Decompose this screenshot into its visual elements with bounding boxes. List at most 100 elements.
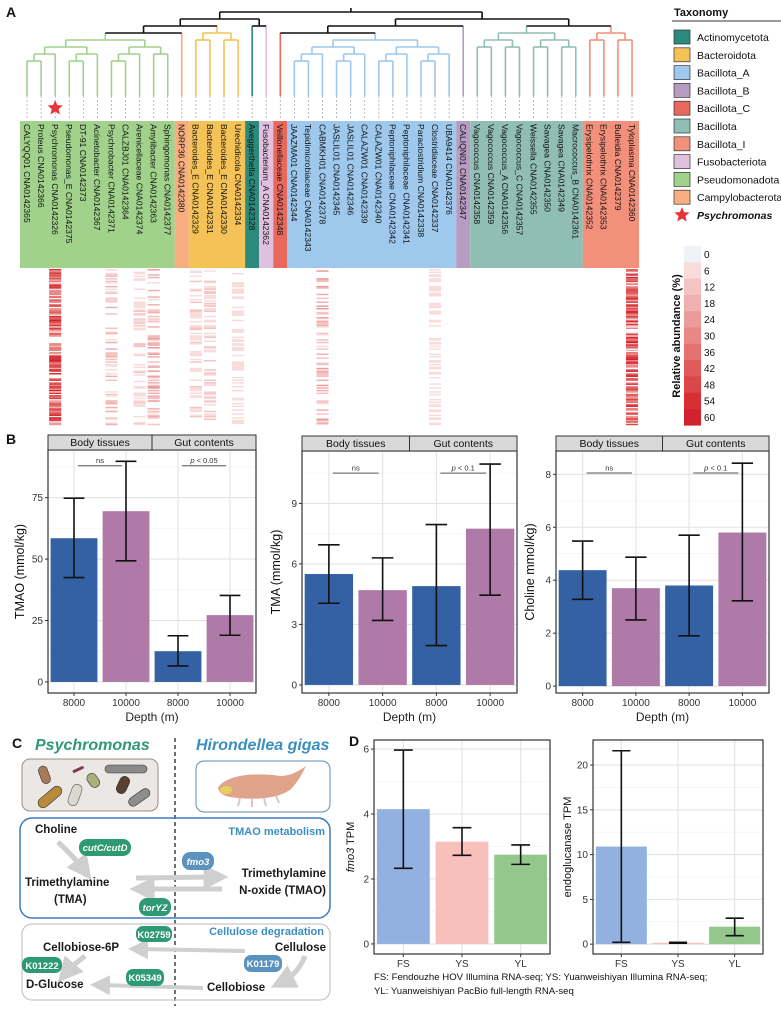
heatmap-cell bbox=[626, 310, 639, 313]
x-tick-label: 8000 bbox=[318, 698, 341, 709]
heatmap-cell bbox=[49, 404, 62, 406]
heatmap-cell bbox=[105, 422, 118, 424]
heatmap-cell bbox=[133, 275, 146, 277]
y-tick-label: 0 bbox=[582, 940, 588, 951]
heatmap-cell bbox=[49, 384, 62, 387]
heatmap-cell bbox=[105, 356, 118, 358]
heatmap-cell bbox=[49, 285, 62, 288]
heatmap-cell bbox=[203, 288, 216, 290]
heatmap-cell bbox=[429, 353, 442, 355]
legend-swatch bbox=[673, 136, 691, 152]
heatmap-cell bbox=[49, 402, 62, 405]
heatmap-cell bbox=[105, 292, 118, 294]
heatmap-cell bbox=[49, 298, 62, 301]
panel-label-c: C bbox=[12, 735, 22, 751]
heatmap-cell bbox=[203, 282, 216, 284]
heatmap-cell bbox=[133, 272, 146, 275]
heatmap-cell bbox=[203, 335, 216, 337]
bacterium-icon bbox=[86, 773, 101, 788]
colorbar-swatch bbox=[684, 409, 701, 426]
legend-item-highlight: Psychromonas bbox=[674, 207, 772, 222]
heatmap-cell bbox=[133, 327, 146, 329]
heatmap-cell bbox=[105, 327, 118, 329]
heatmap-cell bbox=[147, 412, 160, 414]
heatmap-cell bbox=[189, 354, 202, 357]
tip-label: Aveggerthella CNA0142328 bbox=[247, 124, 257, 231]
heatmap-cell bbox=[133, 306, 146, 309]
heatmap-cell bbox=[626, 337, 639, 340]
heatmap-cell bbox=[429, 287, 442, 289]
heatmap-cell bbox=[626, 296, 639, 298]
heatmap-cell bbox=[49, 408, 62, 410]
heatmap-cell bbox=[49, 409, 62, 411]
heatmap-cell bbox=[105, 269, 118, 271]
heatmap-cell bbox=[189, 314, 202, 316]
heatmap-cell bbox=[203, 309, 216, 311]
y-axis-label: TMAO (mmol/kg) bbox=[13, 524, 27, 619]
heatmap-cell bbox=[147, 387, 160, 389]
heatmap-cell bbox=[49, 400, 62, 402]
heatmap-cell bbox=[626, 279, 639, 281]
y-tick-label: 15 bbox=[577, 805, 589, 816]
heatmap-cell bbox=[203, 295, 216, 297]
heatmap-cell bbox=[147, 400, 160, 402]
heatmap-cell bbox=[626, 391, 639, 393]
legend-swatch bbox=[673, 65, 691, 80]
heatmap-cell bbox=[189, 321, 202, 323]
legend-label: Actinomycetota bbox=[697, 32, 769, 44]
heatmap-cell bbox=[147, 337, 160, 340]
heatmap-cell bbox=[133, 288, 146, 290]
heatmap-cell bbox=[49, 271, 62, 274]
tip-label: NORP36 CNA0142380 bbox=[177, 124, 187, 213]
heatmap-cell bbox=[147, 347, 160, 349]
heatmap-cell bbox=[189, 313, 202, 315]
heatmap-cell bbox=[316, 301, 329, 303]
heatmap-cell bbox=[189, 275, 202, 277]
abundance-colorbar: Relative abundance (%) 0 6 12 18 24 30 36 42 48 5… bbox=[671, 246, 716, 426]
heatmap-cell bbox=[105, 373, 118, 375]
heatmap-cell bbox=[429, 302, 442, 305]
legend-item-bacillota_c: Bacillota_C bbox=[673, 100, 751, 116]
legend-label: Bacillota_A bbox=[697, 68, 750, 80]
heatmap-cell bbox=[429, 405, 442, 407]
heatmap-cell bbox=[429, 304, 442, 306]
x-tick-label: 8000 bbox=[678, 698, 701, 709]
y-tick-label: 6 bbox=[291, 559, 297, 570]
heatmap-cell bbox=[105, 300, 118, 302]
heatmap-cell bbox=[189, 408, 202, 410]
y-tick-label: 4 bbox=[363, 810, 369, 821]
heatmap-cell bbox=[316, 389, 329, 392]
tip-label: Erysipelothrix CNA0142353 bbox=[599, 124, 609, 230]
heatmap-cell bbox=[429, 393, 442, 396]
tip-label: Tepidimicrobiaceae CNA0142343 bbox=[303, 124, 313, 252]
y-tick-label: 0 bbox=[37, 677, 43, 688]
heatmap-cell bbox=[232, 348, 245, 350]
heatmap-cell bbox=[232, 417, 245, 419]
heatmap-cell bbox=[316, 353, 329, 355]
legend-item-actinomycetota: Actinomycetota bbox=[673, 29, 769, 45]
heatmap-cell bbox=[429, 356, 442, 358]
heatmap-cell bbox=[105, 400, 118, 402]
heatmap-cell bbox=[626, 419, 639, 422]
heatmap-cell bbox=[49, 417, 62, 419]
heatmap-cell bbox=[189, 311, 202, 314]
x-tick-label: 10000 bbox=[369, 698, 397, 709]
heatmap-cell bbox=[147, 336, 160, 339]
tip-label: Proteus CNA0142366 bbox=[36, 124, 46, 208]
taxonomy-legend: Taxonomy Actinomycetota Bacteroidota Bacil… bbox=[672, 7, 781, 222]
fmo3-chart: FS YS YL 0 2 4 6 fmo3 TPM bbox=[345, 739, 551, 970]
x-tick-label: 8000 bbox=[572, 698, 595, 709]
heatmap-cell bbox=[626, 370, 639, 372]
x-axis-label: Depth (m) bbox=[636, 710, 689, 724]
heatmap-cell bbox=[49, 322, 62, 324]
heatmap-cell bbox=[133, 401, 146, 404]
choline-label: Choline bbox=[35, 824, 77, 836]
heatmap-cell bbox=[626, 272, 639, 275]
tip-label: Paraclostridium CNA0142338 bbox=[416, 124, 426, 237]
heatmap-cell bbox=[147, 304, 160, 306]
heatmap-cell bbox=[147, 384, 160, 387]
heatmap-cell bbox=[147, 365, 160, 367]
heatmap-cell bbox=[316, 418, 329, 420]
heatmap-cell bbox=[626, 421, 639, 423]
facet-label: Gut contents bbox=[174, 437, 234, 449]
